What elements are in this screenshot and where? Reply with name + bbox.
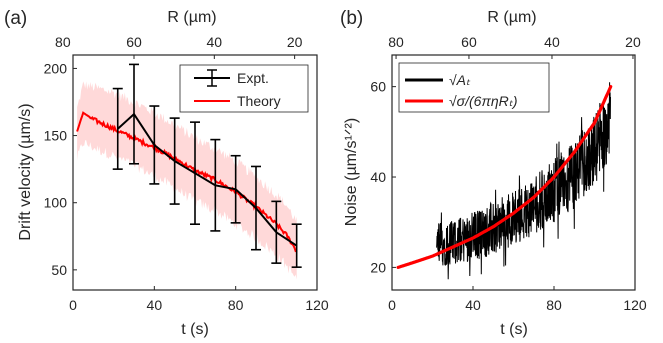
panel-b-x-tick-label: 120	[623, 297, 647, 313]
panel-b-x-label: t (s)	[500, 321, 528, 338]
panel-a-y-tick-label: 150	[44, 128, 68, 144]
panel-a-x-tick-label: 0	[69, 297, 77, 313]
panel-b-x-tick-label: 80	[546, 297, 562, 313]
panel-b-plot-frame	[391, 54, 636, 291]
panel-b-x-tick-label: 40	[465, 297, 481, 313]
panel-b-x-tick-label: 0	[388, 297, 396, 313]
panel-a-plot-frame	[72, 54, 318, 291]
expt-line	[117, 112, 298, 247]
panel-b-legend: √Aₜ √σ/(6πηRₜ)	[398, 62, 550, 113]
noise-theory-line	[396, 84, 613, 269]
panel-a-x-tick-label: 80	[228, 297, 244, 313]
panel-b-y-tick-label: 40	[370, 169, 386, 185]
panel-b-y-tick-label: 20	[370, 259, 386, 275]
legend-noise-theory-label: √σ/(6πηRₜ)	[449, 93, 518, 109]
panel-b-marks	[396, 82, 613, 280]
panel-a-legend-box	[179, 64, 309, 113]
panel-b-x2-tick-label: 20	[625, 34, 641, 50]
theory-band-area	[77, 81, 297, 280]
panel-b-axes: 0 40 80 120 20 40 60 80 60 40 20	[370, 34, 646, 313]
panel-a-x-tick-label: 120	[305, 297, 329, 313]
panel-a-label: (a)	[4, 8, 27, 29]
panel-b-x2-label: R (µm)	[487, 9, 536, 26]
panel-a-x-tick-label: 40	[147, 297, 163, 313]
panel-b-x2-tick-label: 60	[461, 34, 477, 50]
legend-theory-label: Theory	[237, 93, 281, 109]
panel-a-y-tick-label: 200	[44, 60, 68, 76]
panel-b-x2-tick-label: 80	[388, 34, 404, 50]
panel-a-x2-tick-label: 40	[207, 34, 223, 50]
panel-b-x2-tick-label: 40	[544, 34, 560, 50]
panel-a-marks	[76, 63, 302, 268]
panel-a-x2-tick-label: 80	[55, 34, 71, 50]
legend-noise-data-label: √Aₜ	[449, 72, 471, 88]
legend-expt-label: Expt.	[237, 70, 269, 86]
theory-line	[76, 111, 297, 253]
panel-a-x2-tick-label: 20	[287, 34, 303, 50]
panel-a-drift-velocity-chart: (a) 0 40 80 120 50 100 150 200 80 60 40 20 R (µm) t…	[4, 8, 329, 338]
panel-a-y-tick-label: 50	[51, 262, 67, 278]
panel-b-legend-box	[398, 62, 550, 113]
panel-a-y-label: Drift velocity (µm/s)	[17, 103, 34, 240]
panel-b-y-label: Noise (µm/s¹ᐟ²)	[343, 118, 360, 226]
panel-a-legend: Expt. Theory	[179, 64, 309, 113]
panel-b-label: (b)	[340, 8, 363, 29]
panel-a-x2-tick-label: 60	[126, 34, 142, 50]
panel-a-x-label: t (s)	[181, 321, 209, 338]
panel-a-y-tick-label: 100	[44, 195, 68, 211]
panel-b-y-tick-label: 60	[370, 79, 386, 95]
theory-uncertainty-band	[77, 81, 297, 280]
panel-a-x2-label: R (µm)	[167, 9, 216, 26]
panel-a-axes: 0 40 80 120 50 100 150 200 80 60 40 20	[44, 34, 329, 313]
